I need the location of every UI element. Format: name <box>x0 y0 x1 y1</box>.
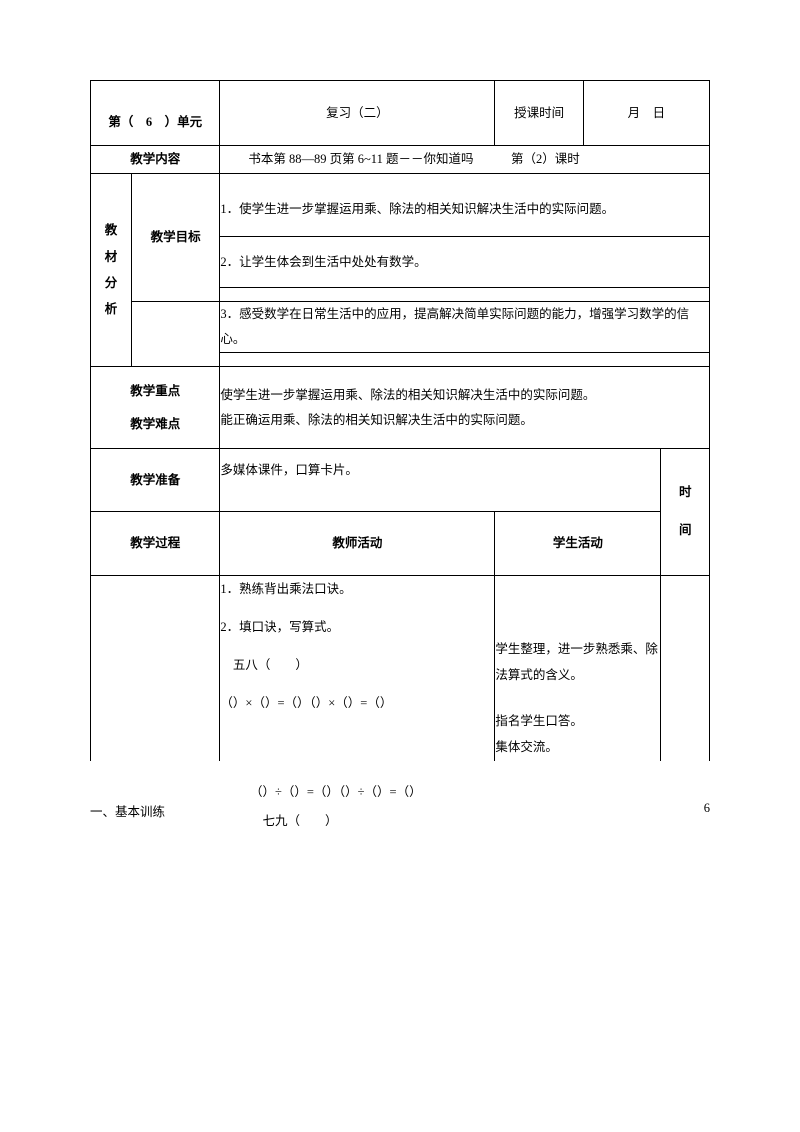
student-step-1: 学生整理，进一步熟悉乘、除法算式的含义。 <box>495 636 660 689</box>
page-footer: 一、基本训练 （）÷（）=（）（）÷（）=（） 七九（ ） 6 <box>0 781 800 839</box>
analysis-char-4: 析 <box>91 296 131 322</box>
process-left-cell <box>91 575 220 761</box>
footer-line2: 七九（ ） <box>250 810 704 829</box>
date-cell: 月 日 <box>583 81 709 146</box>
content-label-cell: 教学内容 <box>91 146 220 173</box>
footer-mid: （）÷（）=（）（）÷（）=（） 七九（ ） <box>210 781 704 829</box>
student-step-3: 集体交流。 <box>495 734 660 760</box>
focus-value-cell: 使学生进一步掌握运用乘、除法的相关知识解决生活中的实际问题。 能正确运用乘、除法… <box>220 367 710 449</box>
prep-value: 多媒体课件，口算卡片。 <box>220 463 358 477</box>
teacher-label-cell: 教师活动 <box>220 512 495 575</box>
goal1: 1．使学生进一步掌握运用乘、除法的相关知识解决生活中的实际问题。 <box>220 202 614 216</box>
time-body-cell <box>661 575 710 761</box>
teacher-step-4: （）×（）=（）（）×（）=（） <box>220 690 494 716</box>
time-char-1: 时 <box>661 474 709 512</box>
goal2-cell: 2．让学生体会到生活中处处有数学。 <box>220 236 710 287</box>
goal2: 2．让学生体会到生活中处处有数学。 <box>220 255 426 269</box>
analysis-char-1: 教 <box>91 217 131 243</box>
prep-value-cell: 多媒体课件，口算卡片。 <box>220 449 661 512</box>
unit-text: 第（ 6 ）单元 <box>108 115 202 129</box>
goal-label-empty <box>131 302 219 367</box>
teacher-step-1: 1．熟练背出乘法口诀。 <box>220 576 494 602</box>
time-label: 授课时间 <box>514 106 564 120</box>
goal-empty2-cell <box>220 353 710 367</box>
footer-section: 一、基本训练 <box>90 781 210 820</box>
footer-line1: （）÷（）=（）（）÷（）=（） <box>250 781 704 800</box>
time-char-2: 间 <box>661 512 709 550</box>
time-col-cell: 时 间 <box>661 449 710 576</box>
goal-label: 教学目标 <box>151 230 201 244</box>
focus-v2: 能正确运用乘、除法的相关知识解决生活中的实际问题。 <box>220 408 709 433</box>
analysis-char-3: 分 <box>91 270 131 296</box>
page-number: 6 <box>704 781 710 816</box>
date-text: 月 日 <box>628 106 666 120</box>
content-label: 教学内容 <box>130 152 180 166</box>
unit-cell: 第（ 6 ）单元 <box>91 81 220 146</box>
lesson-plan-table: 第（ 6 ）单元 复习（二） 授课时间 月 日 教学内容 书本第 88—89 页… <box>90 80 710 761</box>
focus-label2: 教学难点 <box>95 408 215 441</box>
student-label-cell: 学生活动 <box>495 512 661 575</box>
goal1-cell: 1．使学生进一步掌握运用乘、除法的相关知识解决生活中的实际问题。 <box>220 173 710 236</box>
goal-label-cell: 教学目标 <box>131 173 219 302</box>
time-label-cell: 授课时间 <box>495 81 583 146</box>
goal-empty-cell <box>220 288 710 302</box>
student-step-2: 指名学生口答。 <box>495 708 660 734</box>
student-steps-cell: 学生整理，进一步熟悉乘、除法算式的含义。 指名学生口答。 集体交流。 <box>495 575 661 761</box>
prep-label-cell: 教学准备 <box>91 449 220 512</box>
content-value: 书本第 88—89 页第 6~11 题－－你知道吗 第（2）课时 <box>248 152 579 166</box>
content-value-cell: 书本第 88—89 页第 6~11 题－－你知道吗 第（2）课时 <box>220 146 710 173</box>
teacher-step-3: 五八（ ） <box>220 652 494 678</box>
goal3: 3．感受数学在日常生活中的应用，提高解决简单实际问题的能力，增强学习数学的信心。 <box>220 307 689 346</box>
title-cell: 复习（二） <box>220 81 495 146</box>
focus-label1: 教学重点 <box>95 375 215 408</box>
lesson-title: 复习（二） <box>326 106 389 120</box>
student-label: 学生活动 <box>553 536 603 550</box>
teacher-steps-cell: 1．熟练背出乘法口诀。 2．填口诀，写算式。 五八（ ） （）×（）=（）（）×… <box>220 575 495 761</box>
analysis-char-2: 材 <box>91 244 131 270</box>
process-label: 教学过程 <box>130 536 180 550</box>
teacher-label: 教师活动 <box>332 536 382 550</box>
analysis-label-cell: 教 材 分 析 <box>91 173 132 367</box>
focus-label-cell: 教学重点 教学难点 <box>91 367 220 449</box>
focus-v1: 使学生进一步掌握运用乘、除法的相关知识解决生活中的实际问题。 <box>220 383 709 408</box>
process-label-cell: 教学过程 <box>91 512 220 575</box>
goal3-cell: 3．感受数学在日常生活中的应用，提高解决简单实际问题的能力，增强学习数学的信心。 <box>220 302 710 353</box>
prep-label: 教学准备 <box>130 473 180 487</box>
teacher-step-2: 2．填口诀，写算式。 <box>220 614 494 640</box>
